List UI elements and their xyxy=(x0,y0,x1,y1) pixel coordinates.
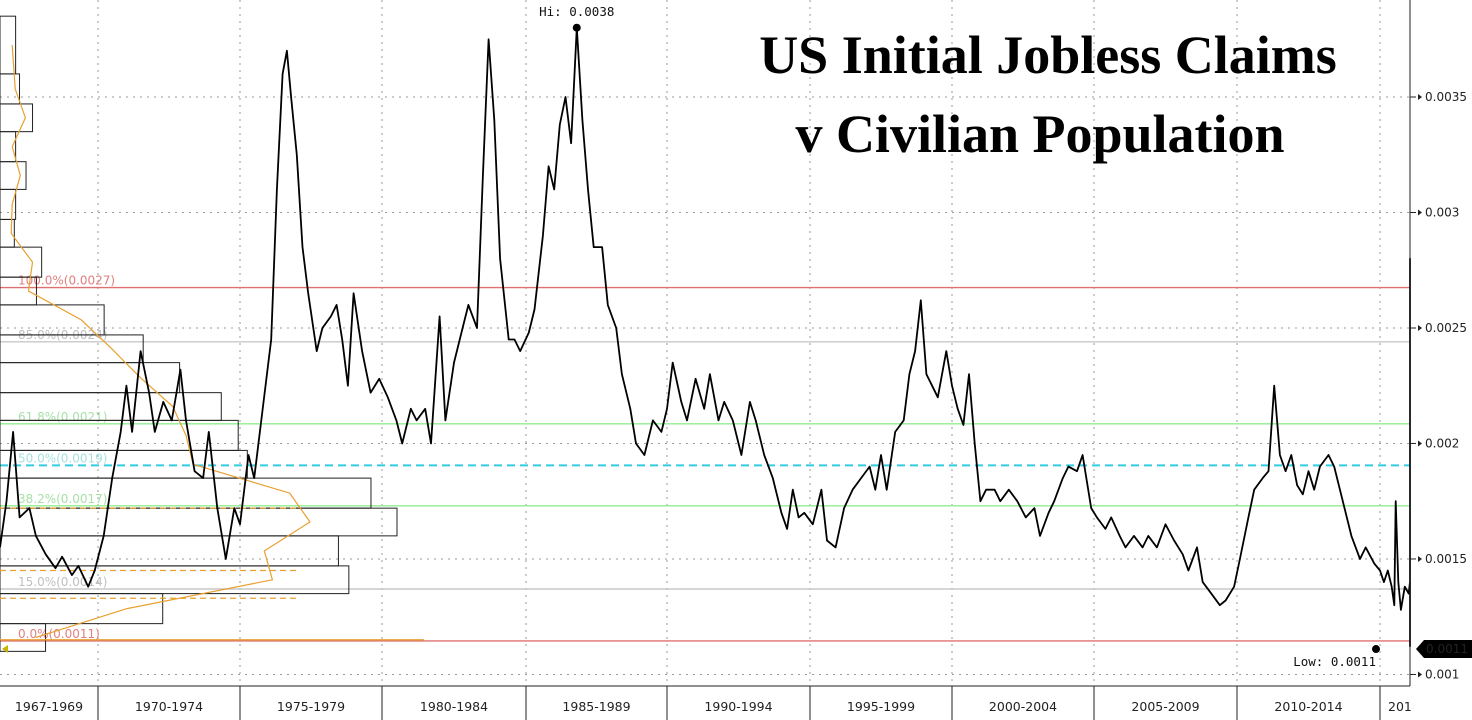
x-tick-label: 2000-2004 xyxy=(989,699,1057,714)
fib-level-label: 61.8%(0.0021) xyxy=(18,410,107,424)
y-tick-marker xyxy=(1418,440,1422,447)
y-tick-marker xyxy=(1418,555,1422,562)
y-tick-label: 0.0015 xyxy=(1425,552,1467,566)
high-marker xyxy=(572,23,581,32)
volume-profile-bar xyxy=(0,188,17,220)
x-tick-label: 2010-2014 xyxy=(1274,699,1342,714)
y-tick-marker xyxy=(1418,671,1422,678)
last-value-badge xyxy=(1416,640,1472,659)
annotations: Hi: 0.0038 Low: 0.0011 0.0011 xyxy=(2,4,1472,669)
grid xyxy=(0,0,1410,686)
x-tick-label: 2005-2009 xyxy=(1131,699,1199,714)
y-tick-label: 0.003 xyxy=(1425,205,1459,219)
left-arrow-icon xyxy=(2,645,8,654)
volume-profile-bar xyxy=(0,419,239,451)
fib-level-label: 100.0%(0.0027) xyxy=(18,274,115,288)
x-tick-label: 201 xyxy=(1388,699,1412,714)
high-label: Hi: 0.0038 xyxy=(539,4,614,19)
volume-profile-bar xyxy=(0,507,398,537)
x-tick-label: 1967-1969 xyxy=(15,699,83,714)
title-line-1: US Initial Jobless Claims xyxy=(759,25,1337,85)
volume-profile-bar xyxy=(0,131,17,163)
chart-title: US Initial Jobless Claims v Civilian Pop… xyxy=(759,25,1337,164)
fib-level-label: 15.0%(0.0014) xyxy=(18,575,107,589)
x-tick-label: 1970-1974 xyxy=(135,699,203,714)
y-tick-label: 0.002 xyxy=(1425,436,1459,450)
volume-profile-curve xyxy=(10,44,311,639)
volume-profile-bar xyxy=(0,103,34,133)
y-tick-label: 0.001 xyxy=(1425,667,1459,681)
volume-profile-bar xyxy=(0,623,47,652)
y-tick-marker xyxy=(1418,209,1422,216)
fib-level-label: 0.0%(0.0011) xyxy=(18,627,100,641)
fib-level-label: 50.0%(0.0019) xyxy=(18,451,107,465)
volume-profile-bar xyxy=(0,565,350,595)
volume-profile-bar xyxy=(0,161,27,190)
last-value-label: 0.0011 xyxy=(1426,642,1468,656)
y-tick-marker xyxy=(1418,94,1422,101)
x-tick-label: 1985-1989 xyxy=(562,699,630,714)
x-tick-label: 1990-1994 xyxy=(704,699,772,714)
low-label: Low: 0.0011 xyxy=(1293,654,1376,669)
fib-level-label: 38.2%(0.0017) xyxy=(18,492,107,506)
x-tick-label: 1995-1999 xyxy=(847,699,915,714)
volume-profile-bar xyxy=(0,218,15,248)
x-tick-label: 1975-1979 xyxy=(277,699,345,714)
y-tick-label: 0.0035 xyxy=(1425,90,1467,104)
title-line-2: v Civilian Population xyxy=(795,104,1284,164)
y-tick-label: 0.0025 xyxy=(1425,321,1467,335)
volume-profile-bar xyxy=(0,73,21,105)
low-marker xyxy=(1372,645,1380,654)
volume-profile xyxy=(0,15,424,652)
x-tick-label: 1980-1984 xyxy=(420,699,488,714)
y-tick-marker xyxy=(1418,324,1422,331)
